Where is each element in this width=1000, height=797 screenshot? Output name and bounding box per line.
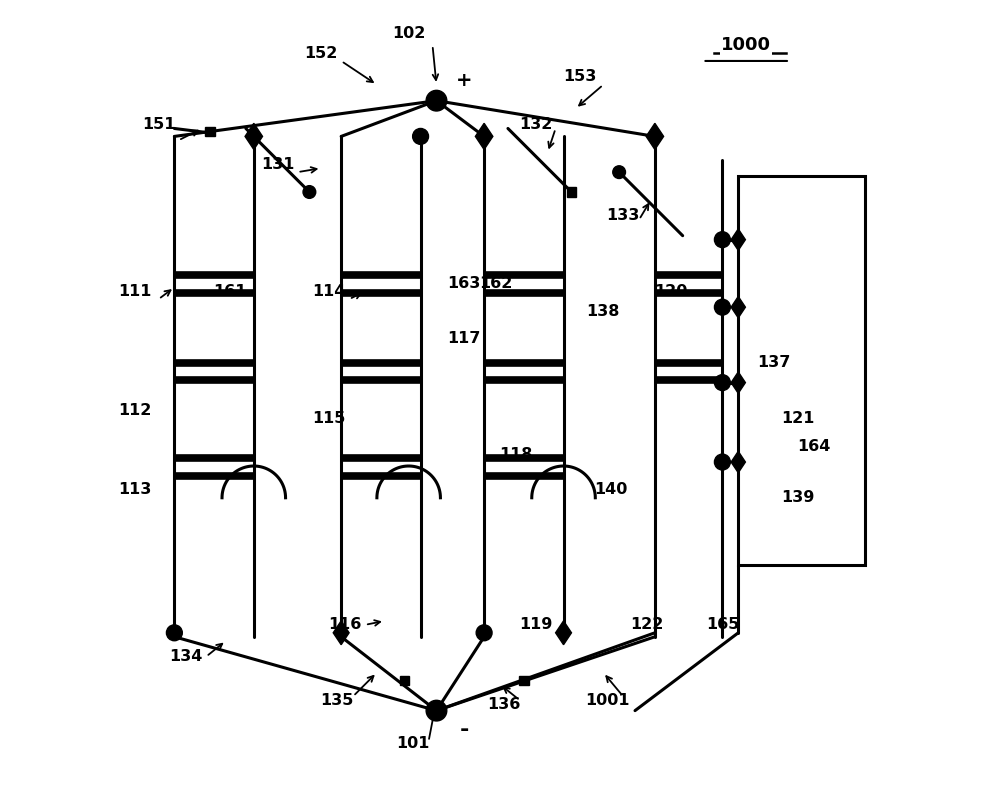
Polygon shape <box>731 372 745 394</box>
Text: 134: 134 <box>170 649 203 664</box>
Circle shape <box>613 166 625 179</box>
Circle shape <box>476 625 492 641</box>
Text: 102: 102 <box>392 26 425 41</box>
Bar <box>205 127 215 136</box>
Circle shape <box>166 625 182 641</box>
Text: 111: 111 <box>118 284 151 299</box>
Text: 151: 151 <box>142 117 175 132</box>
Bar <box>567 187 576 197</box>
Text: 136: 136 <box>487 697 521 712</box>
Polygon shape <box>245 124 263 150</box>
Text: 121: 121 <box>781 411 815 426</box>
Circle shape <box>714 454 730 470</box>
Text: 138: 138 <box>587 304 620 319</box>
Text: 161: 161 <box>213 284 247 299</box>
Polygon shape <box>475 124 493 150</box>
Bar <box>400 676 409 685</box>
Text: 101: 101 <box>396 736 429 752</box>
Polygon shape <box>731 229 745 250</box>
Text: 1000: 1000 <box>721 36 771 54</box>
Text: -: - <box>460 720 469 740</box>
Circle shape <box>714 232 730 248</box>
Text: 113: 113 <box>118 482 151 497</box>
Text: 165: 165 <box>706 618 739 632</box>
Text: 162: 162 <box>479 276 513 291</box>
Text: 133: 133 <box>606 208 640 223</box>
Text: 122: 122 <box>630 618 664 632</box>
Bar <box>519 676 529 685</box>
Polygon shape <box>731 296 745 318</box>
Circle shape <box>426 90 447 111</box>
Text: 115: 115 <box>313 411 346 426</box>
Text: 114: 114 <box>313 284 346 299</box>
Text: 135: 135 <box>320 693 354 708</box>
Text: 163: 163 <box>448 276 481 291</box>
Text: 164: 164 <box>797 438 830 453</box>
Text: 116: 116 <box>328 618 362 632</box>
Text: 118: 118 <box>499 446 533 461</box>
Text: 140: 140 <box>595 482 628 497</box>
Circle shape <box>303 186 316 198</box>
Polygon shape <box>556 621 571 645</box>
Text: 117: 117 <box>448 332 481 347</box>
Circle shape <box>426 701 447 721</box>
Text: 152: 152 <box>305 45 338 61</box>
Polygon shape <box>333 621 349 645</box>
Text: 119: 119 <box>519 618 552 632</box>
Circle shape <box>714 375 730 391</box>
Polygon shape <box>646 124 664 150</box>
Text: 132: 132 <box>519 117 552 132</box>
Text: +: + <box>456 71 473 90</box>
Text: 131: 131 <box>261 157 294 171</box>
Polygon shape <box>731 451 745 473</box>
Text: 137: 137 <box>757 355 791 371</box>
Text: 1001: 1001 <box>585 693 629 708</box>
Text: 120: 120 <box>654 284 687 299</box>
Text: 112: 112 <box>118 403 151 418</box>
Text: 139: 139 <box>781 490 815 505</box>
Circle shape <box>714 299 730 315</box>
Circle shape <box>413 128 429 144</box>
Text: 153: 153 <box>563 69 596 84</box>
